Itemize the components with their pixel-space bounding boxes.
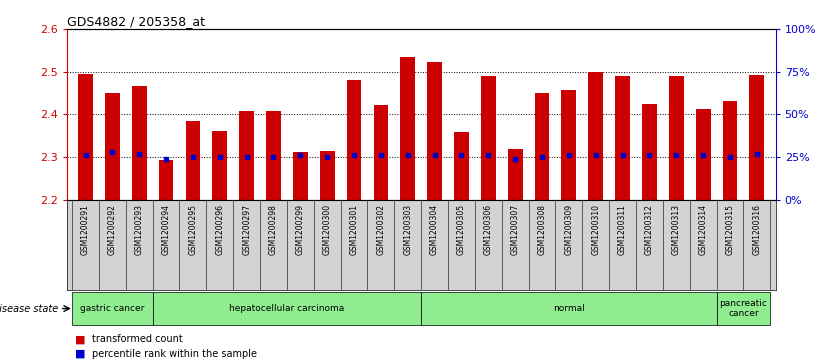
Bar [508,149,523,200]
Text: GSM1200299: GSM1200299 [296,204,305,255]
Bar [427,62,442,200]
Text: gastric cancer: gastric cancer [80,304,144,313]
Text: GSM1200310: GSM1200310 [591,204,600,255]
Bar [319,151,334,200]
Text: GSM1200300: GSM1200300 [323,204,332,255]
Text: percentile rank within the sample: percentile rank within the sample [92,349,257,359]
Text: transformed count: transformed count [92,334,183,344]
Text: GSM1200308: GSM1200308 [537,204,546,255]
Text: GSM1200292: GSM1200292 [108,204,117,255]
Bar [239,111,254,200]
Text: hepatocellular carcinoma: hepatocellular carcinoma [229,304,344,313]
Text: ■: ■ [75,334,86,344]
Bar [642,104,657,200]
Text: GSM1200312: GSM1200312 [645,204,654,255]
Text: GSM1200303: GSM1200303 [404,204,412,255]
Text: GSM1200309: GSM1200309 [565,204,573,255]
Text: GSM1200301: GSM1200301 [349,204,359,255]
Bar [615,76,630,200]
Text: GSM1200302: GSM1200302 [376,204,385,255]
Text: GSM1200316: GSM1200316 [752,204,761,255]
Bar [750,75,764,200]
Bar [421,292,716,325]
Text: GSM1200307: GSM1200307 [510,204,520,255]
Bar [722,101,737,200]
Bar [78,74,93,200]
Bar [347,80,361,200]
Text: GSM1200297: GSM1200297 [242,204,251,255]
Bar [153,292,421,325]
Bar [132,86,147,200]
Bar [158,160,173,200]
Bar [105,93,120,200]
Text: GSM1200306: GSM1200306 [484,204,493,255]
Text: ■: ■ [75,349,86,359]
Text: GSM1200298: GSM1200298 [269,204,278,255]
Text: GSM1200304: GSM1200304 [430,204,439,255]
Bar [374,105,389,200]
Bar [454,132,469,200]
Bar [185,121,200,200]
Text: GSM1200315: GSM1200315 [726,204,735,255]
Bar [72,292,153,325]
Bar [716,292,771,325]
Text: normal: normal [553,304,585,313]
Bar [481,76,495,200]
Bar [293,152,308,200]
Bar [696,109,711,200]
Bar [266,111,281,200]
Bar [588,72,603,200]
Text: GSM1200311: GSM1200311 [618,204,627,255]
Text: GSM1200294: GSM1200294 [162,204,171,255]
Text: GSM1200313: GSM1200313 [671,204,681,255]
Text: GSM1200296: GSM1200296 [215,204,224,255]
Text: pancreatic
cancer: pancreatic cancer [720,299,767,318]
Bar [213,131,227,200]
Bar [400,57,415,200]
Bar [561,90,576,200]
Text: GSM1200305: GSM1200305 [457,204,466,255]
Bar [669,76,684,200]
Text: GDS4882 / 205358_at: GDS4882 / 205358_at [67,15,204,28]
Text: GSM1200293: GSM1200293 [135,204,143,255]
Text: GSM1200295: GSM1200295 [188,204,198,255]
Text: GSM1200314: GSM1200314 [699,204,707,255]
Text: GSM1200291: GSM1200291 [81,204,90,255]
Bar [535,93,550,200]
Text: disease state: disease state [0,303,58,314]
